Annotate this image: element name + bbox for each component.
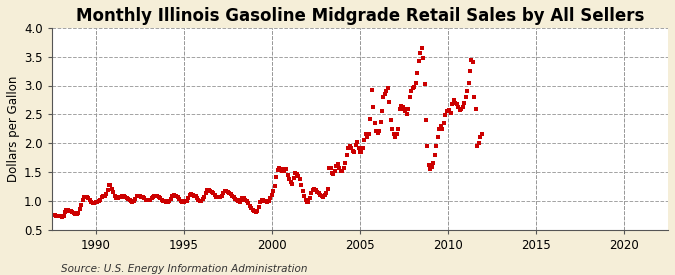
Text: Source: U.S. Energy Information Administration: Source: U.S. Energy Information Administ… <box>61 264 307 274</box>
Title: Monthly Illinois Gasoline Midgrade Retail Sales by All Sellers: Monthly Illinois Gasoline Midgrade Retai… <box>76 7 644 25</box>
Y-axis label: Dollars per Gallon: Dollars per Gallon <box>7 76 20 182</box>
